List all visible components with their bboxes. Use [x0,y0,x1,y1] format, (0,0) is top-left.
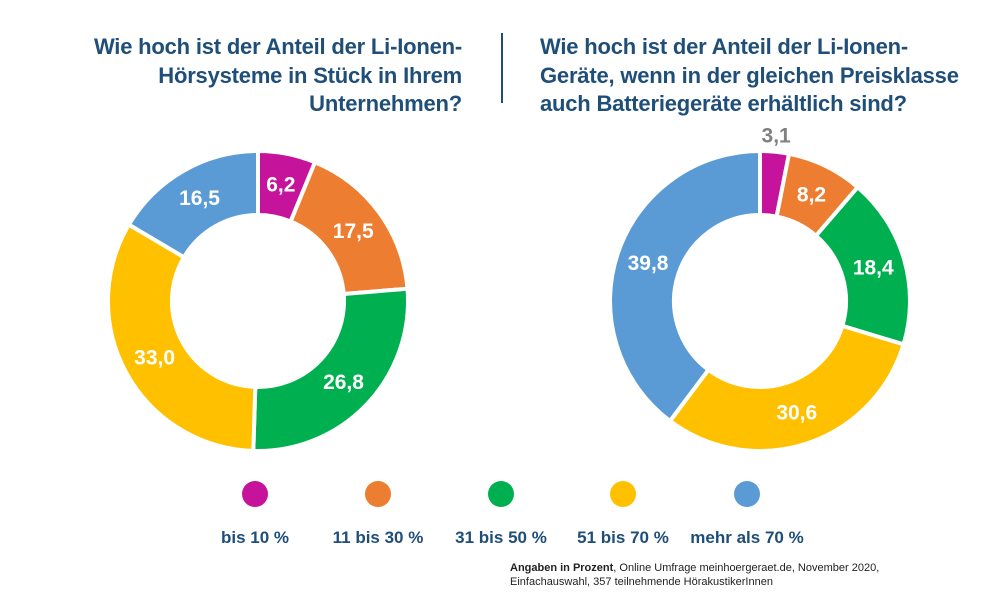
donut2-label-1: 3,1 [762,124,792,147]
donut1-slice-3 [251,286,410,453]
donut2-label-2: 8,2 [797,183,826,206]
donut1-label-4: 33,0 [134,346,175,369]
donut2-slice-5 [608,148,762,424]
chart-title-right: Wie hoch ist der Anteil der Li-Ionen-Ger… [540,34,959,116]
donut1-label-1: 6,2 [266,174,295,197]
footnote-text: , Online Umfrage meinhoergeraet.de, Nove… [510,562,880,588]
donut1-slice-4 [106,221,258,453]
donut2-label-3: 18,4 [853,256,894,279]
donut1-label-5: 16,5 [179,187,220,210]
donut2-label-4: 30,6 [776,402,817,425]
footnote-bold: Angaben in Prozent [510,562,614,574]
footnote: Angaben in Prozent, Online Umfrage meinh… [510,561,930,589]
donut1-label-3: 26,8 [323,371,364,394]
chart-title-left: Wie hoch ist der Anteil der Li-Ionen-Hör… [93,34,462,116]
donut2-slice-4 [667,323,907,453]
donut2-label-5: 39,8 [628,252,669,275]
donut1-slice-5 [126,148,260,260]
title-divider [501,33,503,103]
donut1-label-2: 17,5 [333,220,374,243]
